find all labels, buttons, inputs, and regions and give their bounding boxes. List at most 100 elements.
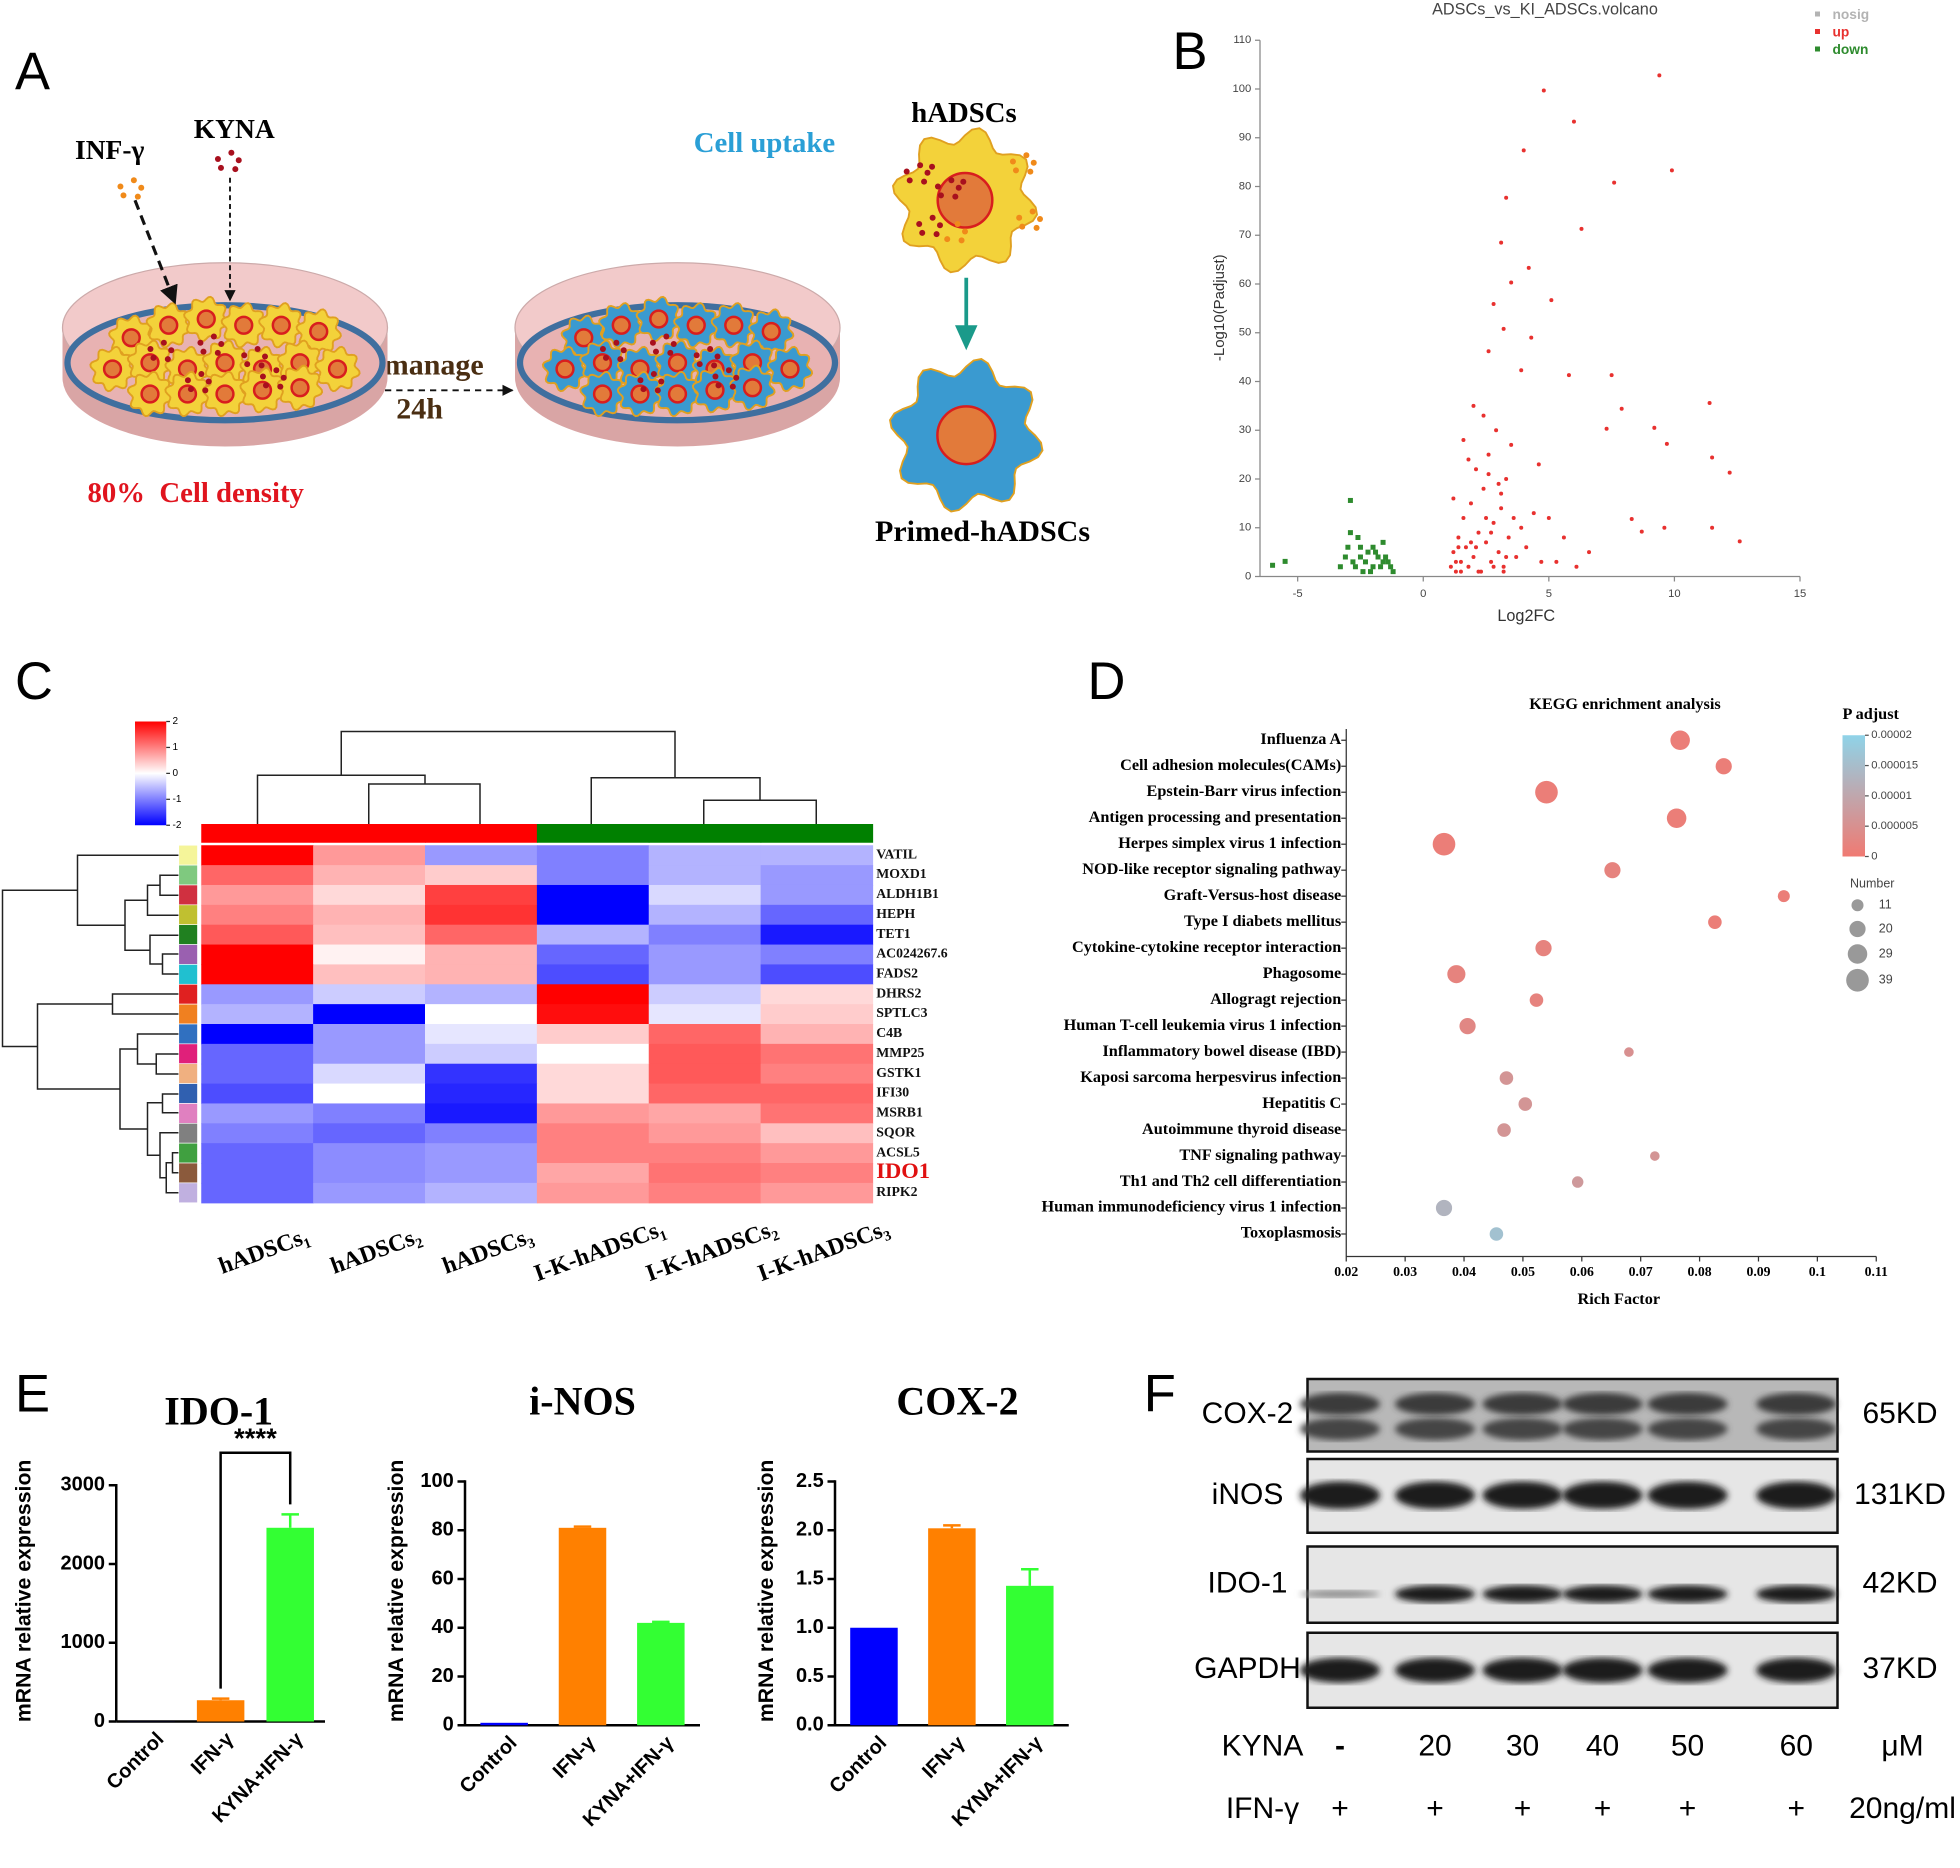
band	[1300, 1392, 1380, 1416]
size-label: 42KD	[1862, 1567, 1937, 1600]
x-tick-label: 0.09	[1746, 1264, 1770, 1279]
particle	[649, 339, 656, 346]
cell	[201, 924, 314, 946]
y-tick-label: 80	[432, 1519, 454, 1541]
colorbar-label: 0.00001	[1871, 790, 1912, 802]
bubble	[1670, 730, 1690, 751]
particle	[217, 164, 224, 171]
point	[1468, 501, 1473, 506]
particle	[944, 236, 951, 243]
cell	[425, 944, 538, 966]
blot	[1306, 1545, 1839, 1624]
cell	[201, 1004, 314, 1025]
cell	[648, 845, 762, 866]
particle	[599, 345, 606, 352]
point	[1494, 428, 1499, 433]
treatment: 30	[1506, 1730, 1539, 1763]
label: KYNA	[194, 113, 275, 144]
cell	[760, 1043, 874, 1065]
point	[1484, 516, 1489, 520]
particle	[654, 387, 661, 394]
cell	[201, 1063, 314, 1085]
cell	[313, 1143, 426, 1164]
row-label: C4B	[876, 1025, 902, 1040]
y-tick-label: 90	[1239, 132, 1252, 144]
band	[1395, 1392, 1475, 1416]
cell	[201, 1123, 314, 1144]
particle	[254, 346, 261, 353]
band	[1395, 1657, 1475, 1683]
point	[1727, 470, 1732, 475]
cell	[425, 1103, 538, 1124]
particle	[929, 214, 936, 221]
x-tick-label: 0.05	[1511, 1264, 1535, 1279]
band	[1482, 1585, 1563, 1603]
cell	[313, 1103, 426, 1124]
bubble	[1715, 758, 1732, 775]
cell	[201, 1043, 314, 1065]
size-legend-label: 29	[1879, 946, 1893, 960]
y-axis-label: -Log10(Padjust)	[1211, 254, 1228, 361]
y-tick-label: 0	[1245, 570, 1251, 582]
band	[1300, 1481, 1380, 1509]
particle	[960, 178, 967, 185]
row-group	[178, 1083, 198, 1104]
panel-label: C	[15, 652, 53, 711]
row-group	[178, 1043, 198, 1065]
point	[1453, 569, 1458, 574]
particle	[650, 371, 657, 378]
treatment: +	[1426, 1792, 1444, 1825]
cell	[201, 1163, 314, 1184]
cell	[201, 1182, 314, 1204]
bubble	[1535, 940, 1552, 957]
nucleus	[196, 309, 216, 329]
bar	[1006, 1585, 1054, 1726]
nucleus	[761, 321, 781, 342]
point	[1509, 280, 1514, 285]
cell	[648, 1024, 762, 1045]
y-tick-label: Epstein-Barr virus infection	[1147, 782, 1342, 800]
cell	[648, 1143, 762, 1164]
particle	[1027, 168, 1034, 175]
x-tick-label: -5	[1293, 588, 1303, 600]
size-legend-marker	[1851, 899, 1864, 912]
point	[1579, 226, 1584, 231]
particle	[954, 221, 961, 228]
arrow	[133, 199, 178, 305]
chart-title: COX-2	[896, 1378, 1018, 1423]
cell	[760, 1004, 874, 1025]
point	[1347, 497, 1353, 503]
band	[1562, 1657, 1643, 1683]
point	[1499, 491, 1504, 496]
panel-label: B	[1173, 22, 1208, 81]
point	[1383, 554, 1389, 560]
cell	[425, 984, 538, 1005]
particle	[1016, 214, 1023, 221]
particle	[640, 386, 647, 393]
nucleus	[667, 353, 688, 373]
column-label: hADSCs₂	[327, 1223, 424, 1280]
particle	[202, 387, 209, 394]
cell	[425, 865, 538, 886]
particle	[652, 348, 659, 355]
point	[1629, 516, 1634, 521]
particle	[1023, 152, 1030, 159]
band	[1647, 1481, 1728, 1509]
bar	[850, 1627, 898, 1726]
y-tick-label: 20	[432, 1665, 454, 1687]
particle	[1037, 216, 1043, 223]
point	[1574, 564, 1579, 569]
particle	[134, 193, 141, 200]
y-tick-label: Cytokine-cytokine receptor interaction	[1072, 938, 1341, 956]
point	[1357, 544, 1363, 550]
label: 24h	[396, 392, 443, 425]
cell	[313, 984, 426, 1005]
particle	[187, 386, 194, 393]
particle	[725, 367, 732, 374]
x-tick-label: Control	[825, 1732, 891, 1798]
cell	[760, 904, 874, 926]
nucleus	[686, 315, 706, 335]
cell	[536, 845, 650, 866]
legend-swatch	[1815, 29, 1820, 34]
particle	[168, 347, 175, 354]
